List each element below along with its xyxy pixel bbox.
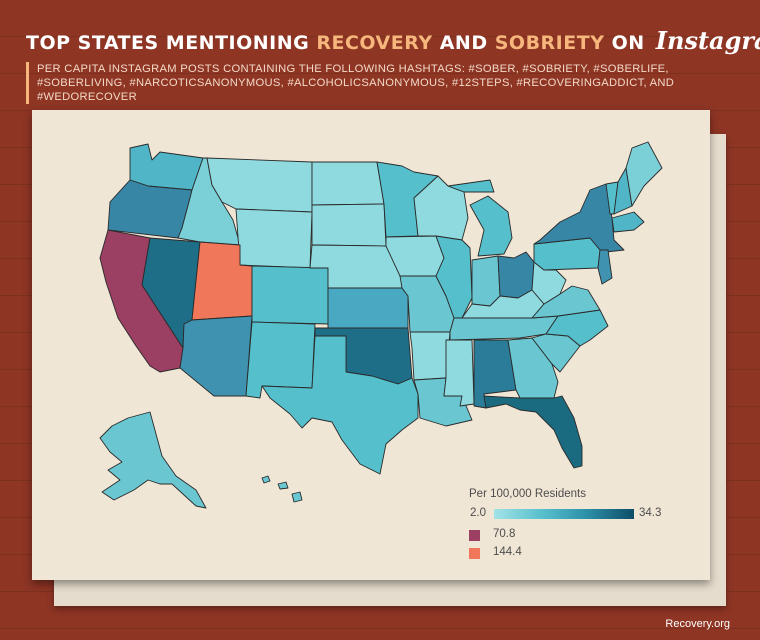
state-mi xyxy=(447,179,513,257)
legend-swatch-144 xyxy=(469,548,480,559)
state-ny xyxy=(533,183,625,253)
legend-gradient-bar xyxy=(494,509,634,519)
state-in xyxy=(471,255,501,307)
state-oh xyxy=(497,251,535,299)
page-title: TOP STATES MENTIONING RECOVERY AND SOBRI… xyxy=(26,26,760,55)
state-ma xyxy=(611,211,645,233)
state-nj xyxy=(597,249,613,285)
legend-min-label: 2.0 xyxy=(470,507,486,519)
title-highlight-recovery: RECOVERY xyxy=(316,32,433,54)
title-highlight-sobriety: SOBRIETY xyxy=(494,32,605,54)
state-me xyxy=(625,141,663,207)
legend-label-144: 144.4 xyxy=(493,546,522,558)
state-ar xyxy=(409,331,451,381)
legend-max-label: 34.3 xyxy=(639,507,662,519)
subtitle: PER CAPITA INSTAGRAM POSTS CONTAINING TH… xyxy=(26,62,737,104)
legend-label-70: 70.8 xyxy=(493,528,516,540)
state-ms xyxy=(443,339,475,407)
state-sd xyxy=(311,203,387,247)
state-wa xyxy=(129,143,204,191)
state-az xyxy=(179,315,253,397)
state-fl xyxy=(483,395,583,469)
state-wi xyxy=(413,175,469,241)
state-wy xyxy=(235,208,313,269)
title-and: AND xyxy=(439,32,488,54)
title-on: ON xyxy=(611,32,645,54)
legend-swatch-70 xyxy=(469,530,480,541)
state-hi xyxy=(261,475,303,503)
footer-source: Recovery.org xyxy=(665,618,730,630)
state-co xyxy=(251,265,329,325)
state-id xyxy=(177,157,241,246)
state-ak xyxy=(99,411,207,509)
state-nd xyxy=(311,161,385,206)
legend-title: Per 100,000 Residents xyxy=(469,488,586,500)
state-ks xyxy=(327,287,409,329)
instagram-logo-text: Instagram xyxy=(655,26,760,55)
state-or xyxy=(107,179,193,239)
state-tx xyxy=(261,335,419,475)
title-part1: TOP STATES MENTIONING xyxy=(26,32,310,54)
